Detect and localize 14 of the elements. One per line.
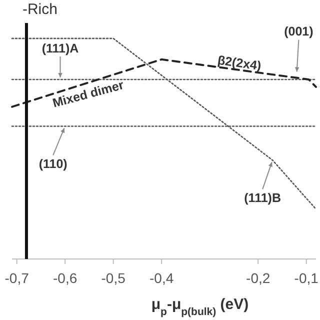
annotation: β2(2x4) [216,53,262,74]
x-tick-label: -0,5 [101,270,126,286]
annotation: (001) [284,24,314,39]
x-tick-label: -0,7 [4,270,30,286]
x-tick-label: -0,4 [150,270,174,286]
x-tick-label: -0,2 [246,270,270,286]
x-tick-label: -0,6 [53,270,78,286]
x-tick-label: -0,1 [294,270,319,286]
annotation: Mixed dimer [51,78,126,110]
annotation: (110) [38,157,68,172]
ref-line-label: -Rich [22,1,58,18]
annotation: (111)B [244,191,281,206]
x-axis-title: μ$_{p}$-μ$_{p(bulk)}$ (eV) [151,296,249,318]
annotation: (111)A [42,41,79,56]
